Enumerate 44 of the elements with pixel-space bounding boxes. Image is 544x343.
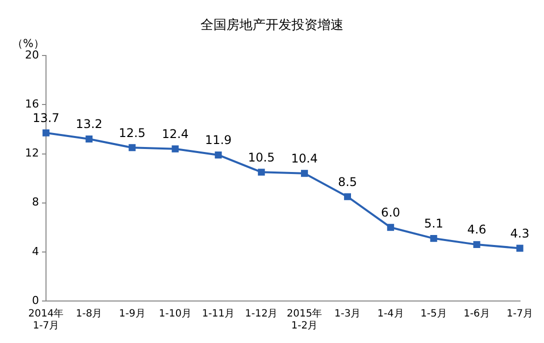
- data-label: 4.3: [510, 226, 530, 240]
- data-label: 8.5: [338, 174, 358, 189]
- chart-title: 全国房地产开发投资增速: [200, 17, 344, 34]
- data-label: 4.6: [467, 222, 486, 237]
- data-label: 12.4: [162, 126, 189, 141]
- y-tick-label: 12: [24, 146, 39, 160]
- y-tick-label: 4: [32, 244, 39, 258]
- x-tick-label: 1-5月: [420, 308, 447, 320]
- y-tick-label: 20: [24, 48, 39, 62]
- point: [86, 136, 93, 143]
- data-label: 13.2: [76, 117, 102, 132]
- x-tick-label: 1-4月: [377, 308, 404, 320]
- data-label: 11.9: [204, 133, 232, 148]
- data-label: 5.1: [424, 216, 444, 231]
- data-label: 13.7: [32, 111, 60, 126]
- data-label: 12.5: [118, 126, 146, 140]
- point: [344, 193, 352, 200]
- data-label: 6.0: [381, 206, 400, 220]
- x-tick-label: 1-11月: [202, 308, 235, 320]
- point: [300, 170, 308, 177]
- point: [387, 224, 394, 231]
- point: [473, 241, 480, 248]
- x-tick-label: 2014年 1-7月: [28, 308, 64, 332]
- y-tick-label: 16: [24, 98, 39, 111]
- x-tick-label: 1-6月: [464, 308, 490, 320]
- point: [214, 152, 222, 158]
- data-label: 10.5: [248, 150, 275, 164]
- x-tick-label: 1-12月: [245, 308, 278, 320]
- data-label: 10.4: [291, 152, 318, 166]
- x-tick-label: 1-9月: [118, 308, 146, 320]
- y-tick-label: 8: [32, 196, 39, 209]
- point: [128, 144, 136, 152]
- y-tick-label: 0: [32, 294, 39, 307]
- point: [42, 129, 50, 136]
- point: [258, 168, 265, 176]
- x-tick-label: 2015年 1-2月: [286, 308, 322, 332]
- point: [516, 244, 524, 252]
- y-axis-title: （%）: [12, 36, 44, 50]
- point: [430, 234, 438, 242]
- x-tick-label: 1-8月: [76, 308, 102, 320]
- point: [172, 145, 179, 152]
- x-tick-label: 1-10月: [158, 308, 192, 320]
- x-tick-label: 1-3月: [334, 308, 361, 320]
- x-tick-label: 1-7月: [506, 308, 534, 320]
